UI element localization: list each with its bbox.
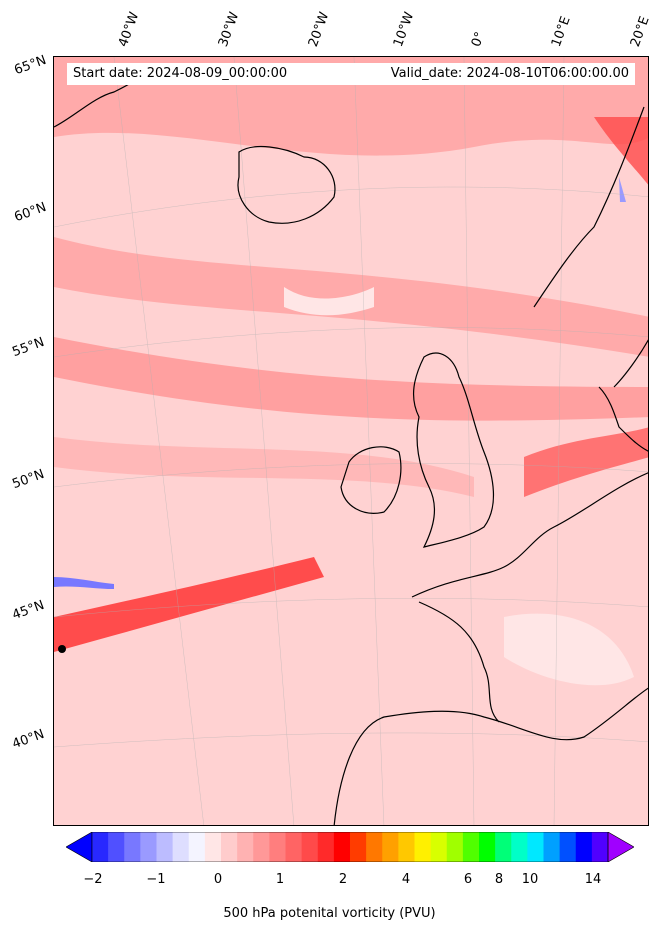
cb-tick: 10 — [521, 872, 539, 887]
lon-label-30w: 30°W — [215, 10, 243, 49]
lat-label-40n: 40°N — [10, 726, 47, 753]
lon-label-20w: 20°W — [305, 10, 333, 49]
cb-tick: 4 — [401, 872, 411, 887]
colorbar-segment — [366, 832, 383, 862]
date-banner: Start date: 2024-08-09_00:00:00 Valid_da… — [67, 63, 635, 85]
cb-tick: −1 — [146, 872, 166, 887]
colorbar-segment — [92, 832, 109, 862]
colorbar-segment — [301, 832, 319, 862]
colorbar-segment — [446, 832, 464, 862]
colorbar-segment — [575, 832, 593, 862]
lon-label-40w: 40°W — [115, 10, 143, 49]
colorbar-segment — [591, 832, 609, 862]
colorbar-segment — [479, 832, 496, 862]
colorbar-segment — [511, 832, 528, 862]
colorbar-segment — [559, 832, 577, 862]
colorbar-segment — [430, 832, 448, 862]
lat-label-60n: 60°N — [12, 199, 49, 226]
colorbar-segment — [333, 832, 351, 862]
colorbar-segment — [156, 832, 174, 862]
denmark-coast — [598, 386, 648, 452]
colorbar-segment — [172, 832, 190, 862]
great-britain-coast — [413, 352, 494, 548]
cb-tick: 2 — [338, 872, 348, 887]
map-panel — [53, 56, 649, 826]
colorbar-title: 500 hPa potenital vorticity (PVU) — [223, 906, 436, 921]
colorbar-segment — [221, 832, 238, 862]
norway-coast — [533, 106, 648, 388]
colorbar-segment — [414, 832, 432, 862]
lat-label-65n: 65°N — [12, 52, 49, 79]
coastlines — [54, 71, 648, 825]
lon-label-20e: 20°E — [627, 14, 653, 50]
colorbar-segment — [350, 832, 367, 862]
start-date-label: Start date: 2024-08-09_00:00:00 — [73, 66, 288, 81]
lon-label-0: 0° — [468, 29, 489, 49]
colorbar-segment — [204, 832, 222, 862]
cb-tick: 1 — [275, 872, 285, 887]
colorbar-min-arrow — [66, 832, 93, 862]
colorbar-segment — [495, 832, 512, 862]
colorbar-segment — [108, 832, 125, 862]
cb-tick: 6 — [463, 872, 473, 887]
colorbar-segment — [269, 832, 286, 862]
europe-coast — [333, 472, 648, 825]
colorbar-segment — [398, 832, 415, 862]
colorbar-segment — [527, 832, 544, 862]
colorbar-segment — [253, 832, 270, 862]
lon-label-10w: 10°W — [390, 10, 418, 49]
pv-field-map — [54, 57, 648, 825]
colorbar-segment — [317, 832, 335, 862]
cb-tick: 14 — [584, 872, 602, 887]
colorbar-max-arrow — [607, 832, 634, 862]
colorbar-segment — [124, 832, 141, 862]
colorbar-segment — [237, 832, 254, 862]
lat-label-55n: 55°N — [10, 334, 47, 361]
colorbar-segment — [543, 832, 561, 862]
cb-tick: 8 — [494, 872, 504, 887]
colorbar-segment — [140, 832, 157, 862]
colorbar-segment — [382, 832, 399, 862]
lon-label-10e: 10°E — [548, 14, 574, 50]
cb-tick: −2 — [83, 872, 103, 887]
graticule — [54, 57, 648, 825]
ireland-coast — [340, 446, 402, 514]
colorbar-segment — [188, 832, 206, 862]
cb-tick: 0 — [213, 872, 223, 887]
iceland-coast — [237, 146, 336, 224]
valid-date-label: Valid_date: 2024-08-10T06:00:00.00 — [390, 66, 629, 81]
colorbar-segment — [285, 832, 303, 862]
colorbar-segment — [462, 832, 480, 862]
colorbar — [66, 832, 634, 862]
lat-label-45n: 45°N — [10, 597, 47, 624]
lat-label-50n: 50°N — [10, 466, 47, 493]
colorbar-frame — [91, 832, 609, 862]
